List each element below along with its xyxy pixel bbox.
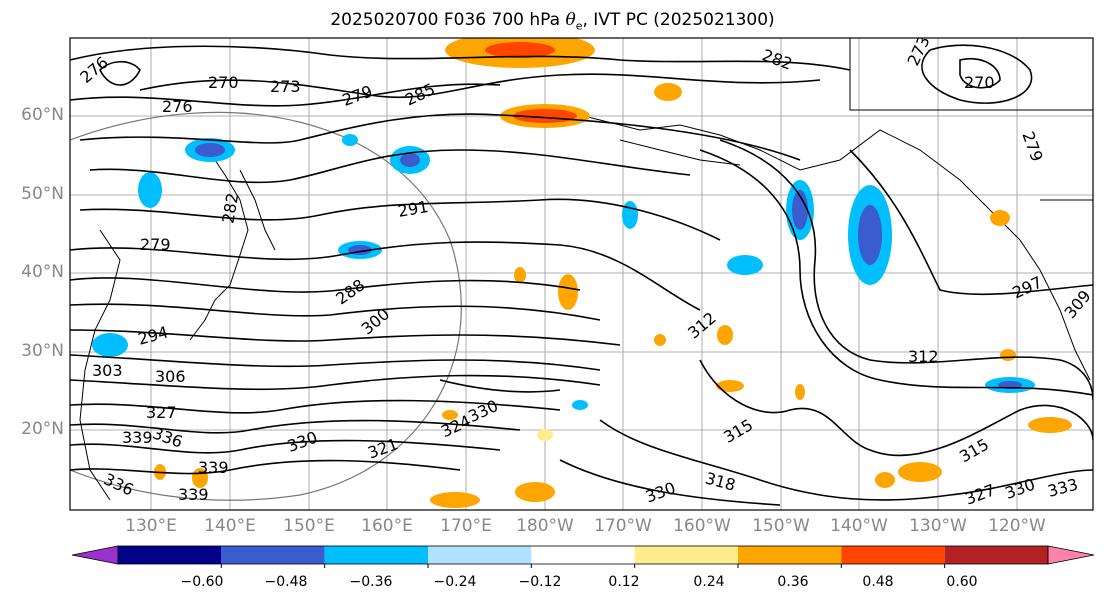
lon-label-140w: 140°W [830,516,888,536]
colorbar-extend-high [1047,545,1095,565]
contour-label: 321 [365,434,400,462]
coastlines [79,38,1093,501]
lon-label-130w: 130°W [909,516,967,536]
contour-label: 291 [396,197,429,221]
lat-label-50n: 50°N [21,184,64,204]
contour-label: 312 [908,347,939,366]
colorbar-tick-label: −0.12 [518,574,562,590]
lon-label-140e: 140°E [204,516,256,536]
contour-label: 339 [178,485,209,504]
lon-label-160w: 160°W [673,516,731,536]
colorbar [71,545,1095,568]
contour-label: 330 [643,478,678,506]
positive-shading [154,38,1072,508]
lon-label-130e: 130°E [125,516,177,536]
contour-label: 327 [962,480,997,508]
colorbar-outline [117,545,1049,565]
colorbar-tick-label: 0.24 [693,574,725,590]
contour-label: 330 [1002,475,1037,503]
lat-label-60n: 60°N [21,105,64,125]
contour-label: 294 [136,323,170,349]
map-plot-area: 276 270 273 276 279 285 282 273 270 279 … [70,38,1095,510]
colorbar-segment [738,546,842,564]
colorbar-tick-label: 0.48 [862,574,894,590]
contour-label: 303 [92,361,123,380]
contour-label: 270 [964,73,995,92]
colorbar-segment [221,546,325,564]
range-circle [70,111,462,501]
map-title: 2025020700 F036 700 hPa θe, IVT PC (2025… [330,10,775,33]
contour-label: 339 [122,428,153,447]
contour-label: 288 [332,275,368,308]
lon-label-180w: 180°W [516,516,574,536]
lon-label-150e: 150°E [283,516,335,536]
contour-label: 270 [208,73,239,92]
contour-label: 327 [146,403,177,422]
contour-label: 315 [720,415,756,447]
contour-label: 312 [684,308,720,342]
contour-label: 279 [340,82,375,110]
contour-label: 273 [270,77,301,96]
colorbar-tick-label: 0.36 [777,574,809,590]
colorbar-tick-label: 0.12 [608,574,640,590]
contour-label: 333 [1046,475,1080,501]
contour-label: 282 [218,191,242,224]
colorbar-tick-label: −0.36 [349,574,393,590]
lat-label-30n: 30°N [21,341,64,361]
colorbar-segment [841,546,945,564]
colorbar-segment [944,546,1048,564]
colorbar-segment [634,546,738,564]
graticule [70,38,1093,510]
contour-label: 330 [285,428,320,456]
contour-label: 285 [402,79,438,109]
colorbar-extend-low [71,545,119,565]
colorbar-tick-label: −0.48 [264,574,308,590]
lon-label-120w: 120°W [988,516,1046,536]
contour-label: 306 [155,367,186,386]
lat-label-40n: 40°N [21,262,64,282]
lon-label-170w: 170°W [594,516,652,536]
contour-label: 297 [1009,272,1045,302]
contour-label: 330 [465,396,501,426]
contour-label: 279 [1018,129,1046,164]
negative-shading [92,134,1035,410]
lon-label-160e: 160°E [361,516,413,536]
contour-label: 318 [703,468,737,494]
contour-label: 339 [198,458,229,477]
colorbar-tick-label: −0.24 [433,574,477,590]
contour-label: 279 [140,235,171,254]
lon-label-150w: 150°W [752,516,810,536]
contour-label: 282 [760,45,795,73]
colorbar-tick-label: −0.60 [180,574,224,590]
contour-label: 276 [162,97,193,116]
contour-label: 309 [1061,286,1095,322]
lat-label-20n: 20°N [21,419,64,439]
colorbar-tick-label: 0.60 [946,574,978,590]
contour-label: 336 [150,423,185,451]
map-frame [69,37,1094,511]
colorbar-segment [428,546,532,564]
colorbar-segment [118,546,222,564]
theta-e-contours [70,44,1093,506]
colorbar-segment [531,546,635,564]
colorbar-segment [324,546,428,564]
lon-label-170e: 170°E [440,516,492,536]
